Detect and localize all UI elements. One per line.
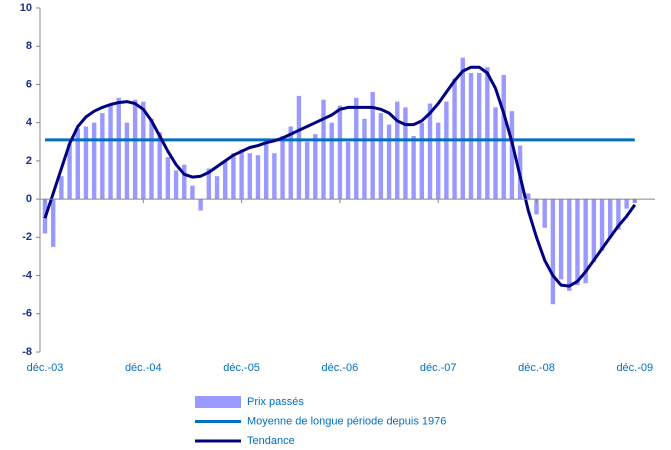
bar (280, 136, 285, 200)
bar (485, 67, 490, 200)
legend-swatch (195, 396, 241, 408)
bar (591, 199, 597, 263)
bar (509, 111, 515, 200)
bar (247, 153, 252, 200)
bar (411, 136, 416, 200)
bar (272, 153, 277, 200)
bar (59, 176, 64, 200)
bar (190, 185, 195, 200)
bar (337, 105, 343, 200)
bar (321, 99, 326, 200)
bar (165, 157, 171, 200)
bar (460, 57, 465, 200)
bar (550, 199, 556, 305)
y-tick-label: -8 (22, 346, 32, 358)
y-tick-label: -2 (22, 231, 32, 243)
y-tick-label: -4 (22, 269, 33, 281)
bar (214, 176, 220, 200)
bar (542, 199, 547, 228)
bar (444, 101, 449, 200)
x-tick-label: déc.-08 (518, 362, 555, 374)
bar (427, 103, 433, 200)
bar (378, 113, 384, 200)
x-tick-label: déc.-07 (420, 362, 457, 374)
bar (493, 107, 498, 200)
bar (149, 118, 154, 200)
bar (362, 118, 367, 200)
legend-label: Moyenne de longue période depuis 1976 (247, 415, 446, 427)
bar (182, 164, 187, 200)
bar (534, 199, 539, 215)
bar (91, 122, 97, 200)
bar (132, 99, 138, 200)
bar (526, 193, 531, 200)
x-tick-label: déc.-09 (616, 362, 653, 374)
bar (124, 122, 130, 200)
bar (624, 199, 629, 209)
bar (198, 199, 203, 211)
bar (403, 107, 408, 200)
bar (108, 103, 113, 200)
bar (223, 160, 228, 200)
bar (75, 128, 80, 200)
y-tick-label: -6 (22, 308, 32, 320)
bar (616, 199, 621, 230)
bar (313, 134, 318, 200)
y-tick-label: 10 (20, 2, 32, 14)
bar (83, 126, 89, 200)
bar (599, 199, 605, 251)
bar (206, 168, 212, 200)
bar (100, 113, 105, 200)
bar (141, 101, 146, 200)
x-tick-label: déc.-06 (322, 362, 359, 374)
y-tick-label: 2 (26, 155, 32, 167)
bar (370, 92, 375, 200)
bar (583, 199, 588, 284)
bar (157, 132, 162, 200)
line (43, 65, 637, 288)
bar (239, 149, 244, 200)
y-tick-label: 8 (26, 40, 32, 52)
bar (304, 141, 310, 200)
bar (476, 72, 482, 200)
bar (419, 122, 425, 200)
legend-label: Tendance (247, 435, 295, 447)
bar (67, 143, 72, 200)
legend-label: Prix passés (247, 396, 304, 408)
bar (345, 141, 351, 200)
bar (329, 122, 334, 200)
bar (296, 95, 302, 200)
x-tick-label: déc.-05 (223, 362, 260, 374)
y-tick-label: 4 (26, 117, 33, 129)
bar (468, 72, 474, 200)
bar (608, 199, 613, 238)
y-tick-label: 0 (26, 193, 32, 205)
bar (255, 155, 261, 200)
x-tick-label: déc.-03 (27, 362, 64, 374)
bar (116, 97, 121, 200)
bar (386, 124, 392, 200)
bar (501, 74, 506, 200)
bar (50, 199, 56, 247)
bar (575, 199, 580, 286)
bar (231, 153, 236, 200)
bar (567, 199, 572, 291)
bar (288, 126, 293, 200)
x-tick-label: déc.-04 (125, 362, 162, 374)
bar (558, 199, 564, 280)
y-tick-label: 6 (26, 78, 32, 90)
bar (263, 143, 269, 200)
bar (173, 170, 179, 200)
bar (436, 122, 441, 200)
bar (395, 101, 400, 200)
bar (354, 97, 359, 200)
